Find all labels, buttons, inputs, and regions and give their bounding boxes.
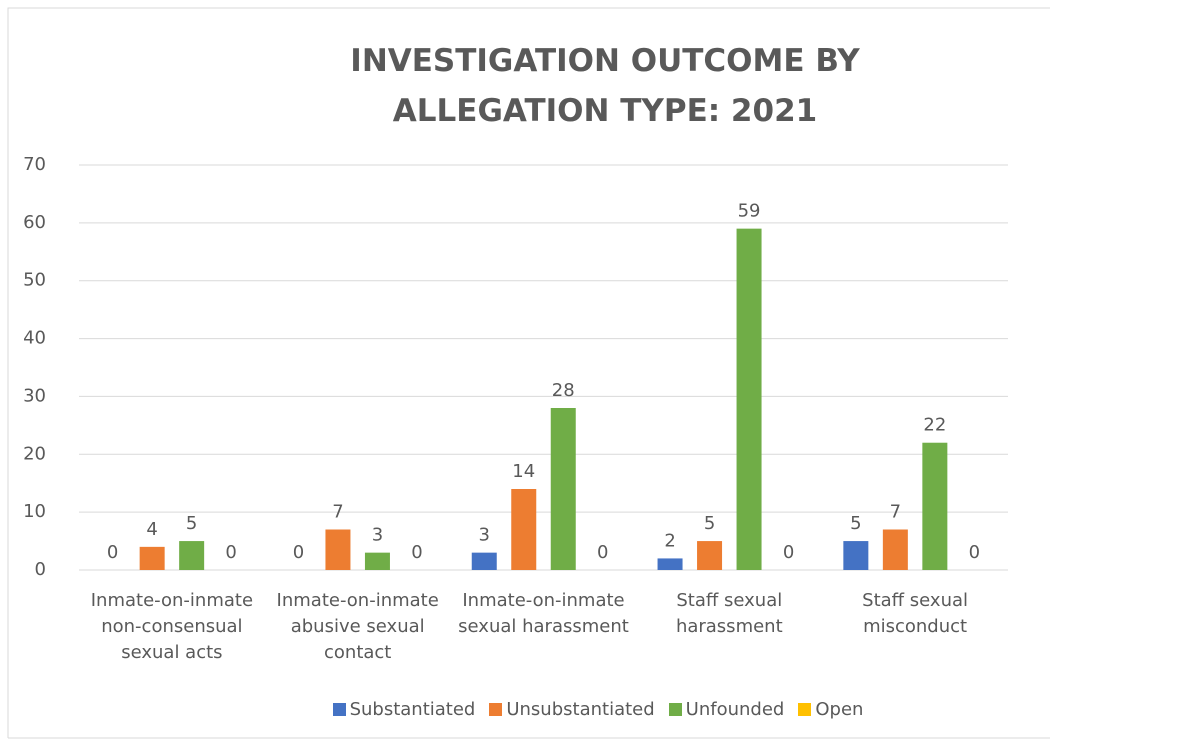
data-label: 3 xyxy=(372,525,383,546)
data-label: 0 xyxy=(597,542,608,563)
data-label: 5 xyxy=(850,513,861,534)
data-label: 7 xyxy=(890,502,901,523)
bar xyxy=(511,489,537,570)
x-tick-label: Staff sexual harassment xyxy=(675,590,783,637)
data-label: 0 xyxy=(969,542,980,563)
chart-border xyxy=(7,7,1050,738)
y-tick-label: 70 xyxy=(23,154,46,175)
legend-swatch xyxy=(798,703,812,716)
data-label: 0 xyxy=(293,542,304,563)
data-label: 0 xyxy=(107,542,118,563)
legend-item: Open xyxy=(798,699,863,720)
legend-item: Unsubstantiated xyxy=(489,699,655,720)
bar xyxy=(736,228,762,570)
chart-title: INVESTIGATION OUTCOME BY ALLEGATION TYPE… xyxy=(350,43,860,129)
legend-item: Substantiated xyxy=(332,699,476,720)
y-tick-label: 10 xyxy=(23,501,46,522)
y-tick-label: 0 xyxy=(35,559,46,580)
data-label: 0 xyxy=(411,542,422,563)
bar xyxy=(471,552,497,570)
bar xyxy=(139,546,165,570)
data-label: 0 xyxy=(783,542,794,563)
data-label: 22 xyxy=(923,415,946,436)
data-label: 28 xyxy=(552,380,575,401)
legend-label: Substantiated xyxy=(349,699,476,720)
bar xyxy=(657,558,683,570)
data-label: 3 xyxy=(479,525,490,546)
legend-swatch xyxy=(489,703,503,716)
y-tick-label: 20 xyxy=(23,443,46,464)
data-label: 0 xyxy=(225,542,236,563)
bar xyxy=(697,541,723,570)
data-label: 14 xyxy=(512,461,535,482)
data-label: 4 xyxy=(146,519,157,540)
bar xyxy=(550,408,576,570)
x-tick-label: Staff sexual misconduct xyxy=(862,590,969,637)
legend-swatch xyxy=(332,703,346,716)
legend: Substantiated Unsubstantiated Unfounded Ope… xyxy=(0,699,1196,720)
y-tick-label: 60 xyxy=(23,212,46,233)
bar xyxy=(364,552,390,570)
bar xyxy=(179,541,205,570)
legend-item: Unfounded xyxy=(668,699,785,720)
legend-label: Open xyxy=(815,699,864,720)
bar xyxy=(325,529,351,570)
bar xyxy=(843,541,869,570)
data-label: 7 xyxy=(332,502,343,523)
y-tick-label: 30 xyxy=(23,385,46,406)
x-tick-label: Inmate-on-inmate non-consensual sexual a… xyxy=(90,590,254,663)
bar xyxy=(882,529,908,570)
data-label: 59 xyxy=(738,201,761,222)
y-tick-label: 40 xyxy=(23,328,46,349)
bar xyxy=(922,442,948,570)
x-tick-label: Inmate-on-inmate abusive sexual contact xyxy=(276,590,439,663)
legend-label: Unfounded xyxy=(685,699,785,720)
legend-swatch xyxy=(668,703,682,716)
data-label: 5 xyxy=(704,513,715,534)
x-tick-label: Inmate-on-inmate sexual harassment xyxy=(458,590,629,637)
data-label: 2 xyxy=(664,530,675,551)
data-label: 5 xyxy=(186,513,197,534)
legend-label: Unsubstantiated xyxy=(506,699,655,720)
y-tick-label: 50 xyxy=(23,270,46,291)
